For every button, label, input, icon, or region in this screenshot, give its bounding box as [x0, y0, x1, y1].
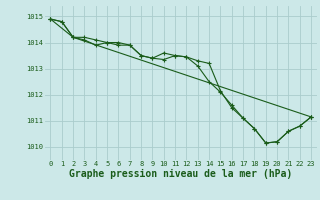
X-axis label: Graphe pression niveau de la mer (hPa): Graphe pression niveau de la mer (hPa)	[69, 169, 292, 179]
